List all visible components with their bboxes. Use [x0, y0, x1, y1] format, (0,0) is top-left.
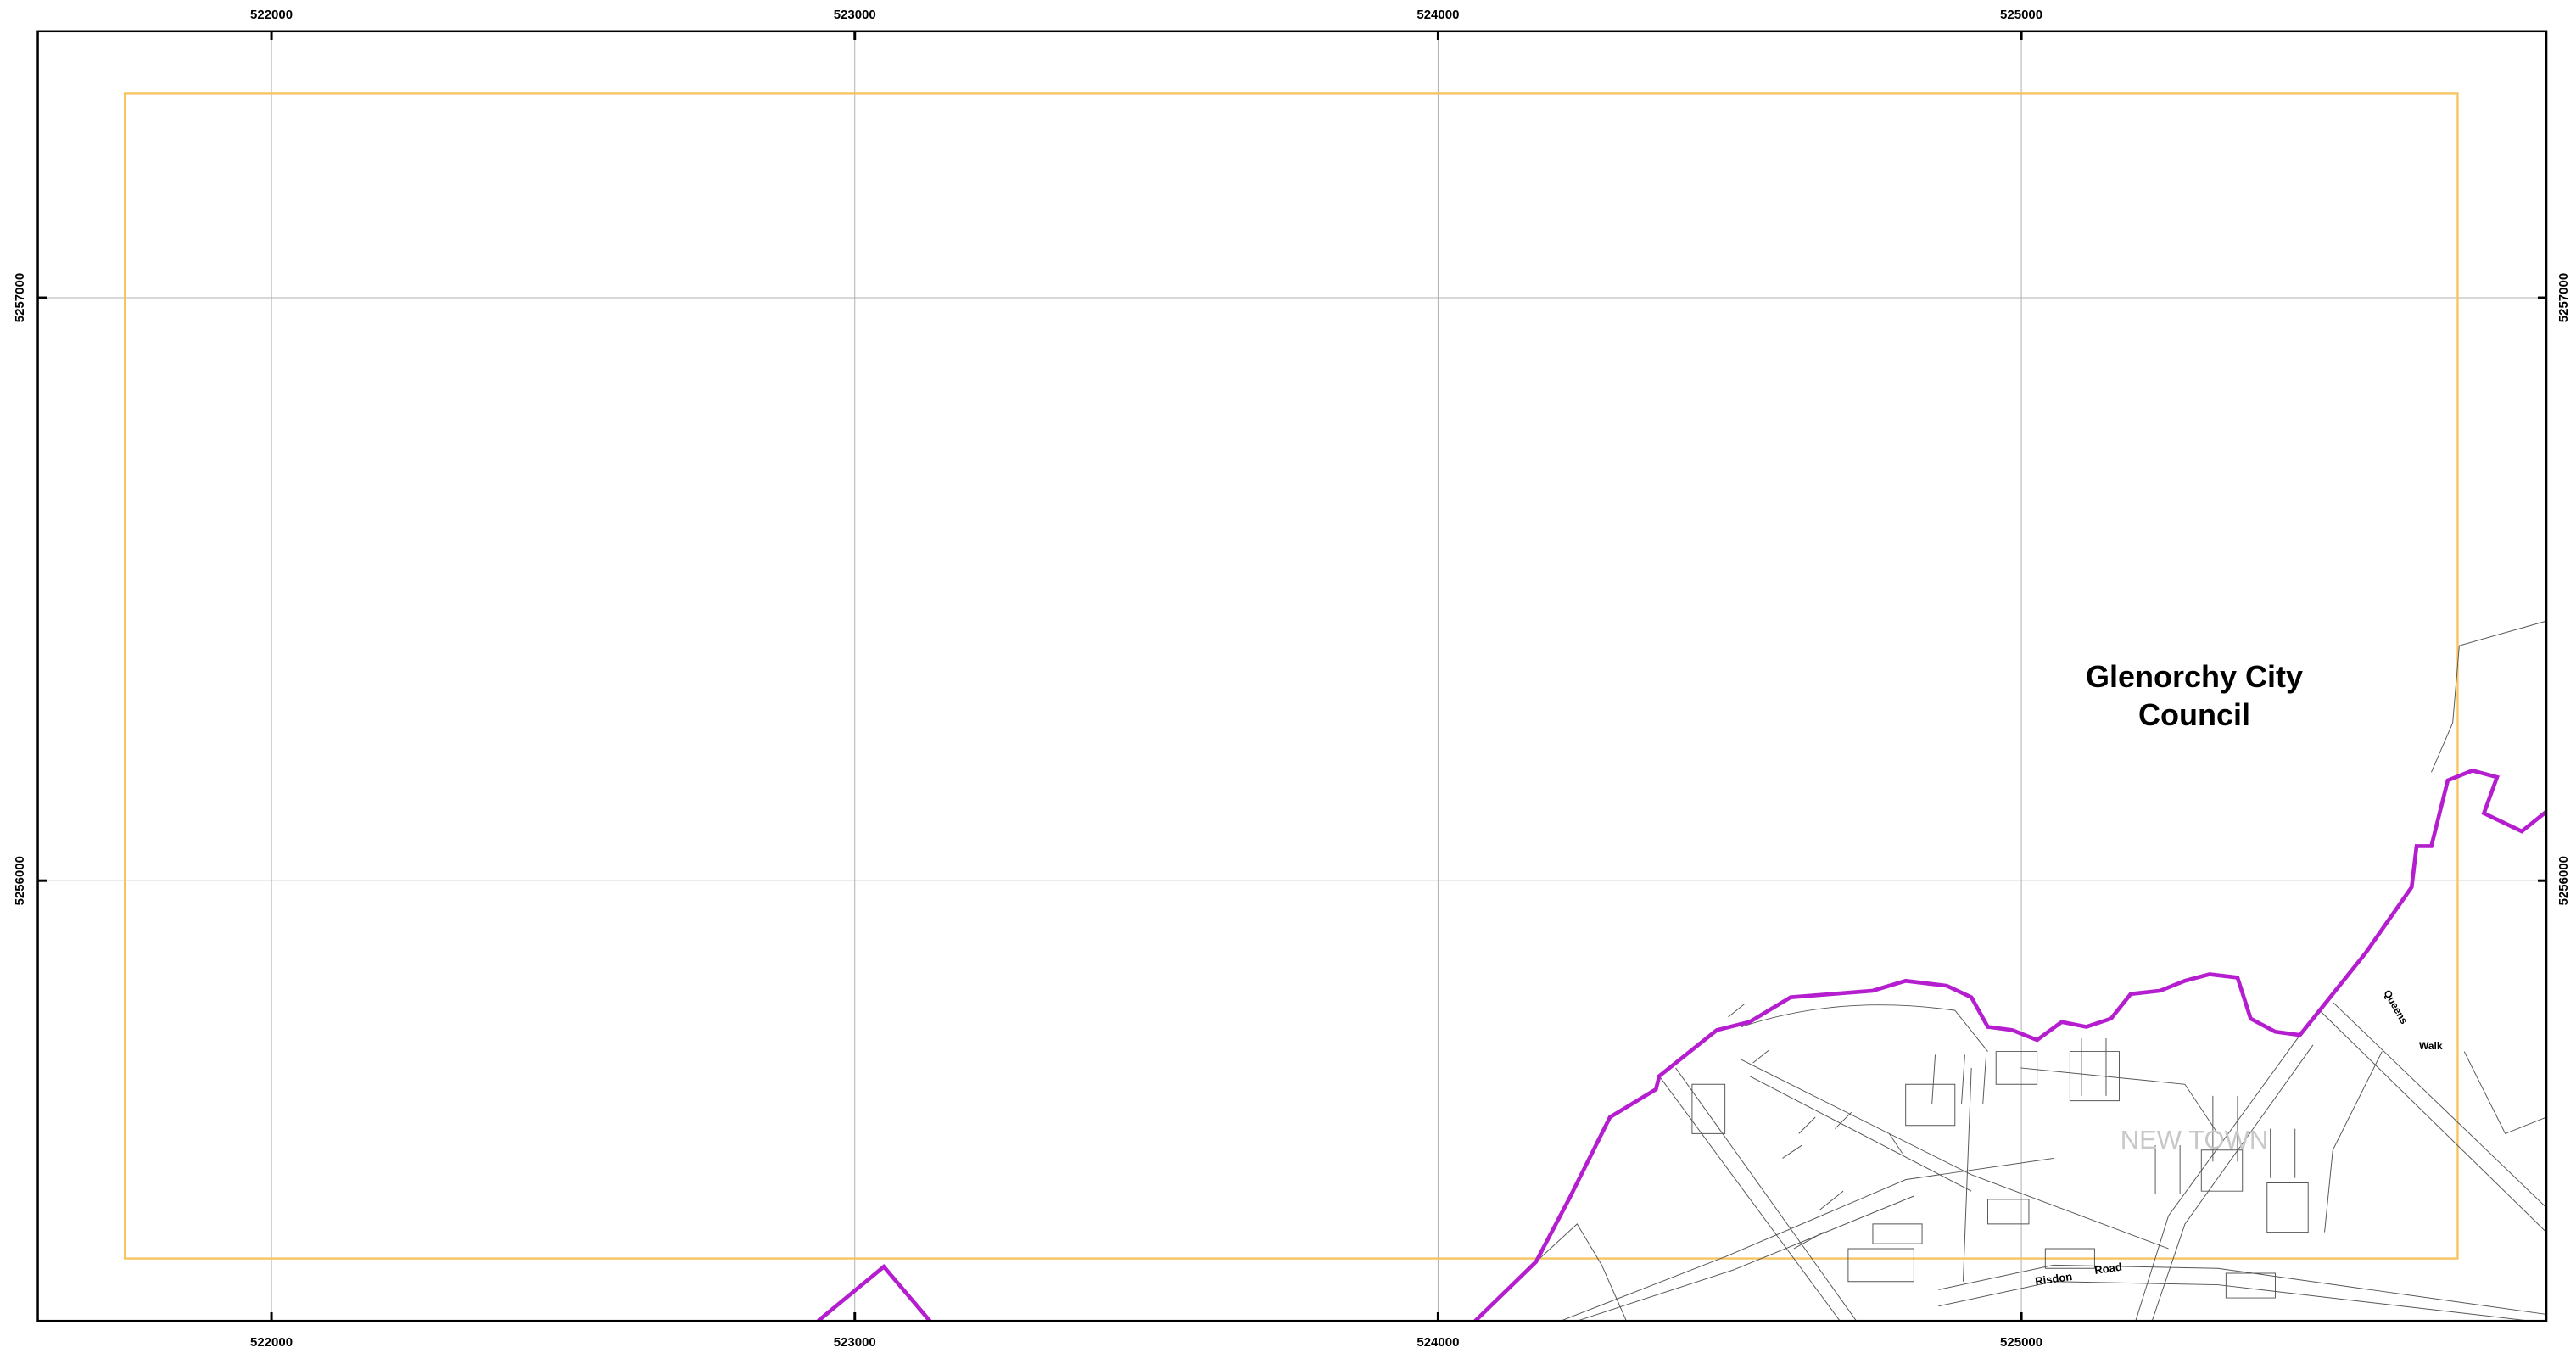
map-frame: [36, 30, 2548, 1322]
council-label: Glenorchy City: [2086, 659, 2303, 694]
x-tick-label: 525000: [2000, 1335, 2042, 1350]
y-tick-label: 5257000: [13, 273, 27, 322]
council-label: Council: [2138, 697, 2250, 732]
boundary: [817, 1264, 932, 1322]
extent-rectangle: [124, 92, 2459, 1260]
map-features: [36, 30, 2548, 1322]
street-label: Road: [2093, 1261, 2122, 1277]
y-tick-label: 5257000: [2556, 273, 2571, 322]
grid: 522000 522000 523000 523000 524000 524000 5250…: [13, 8, 2571, 1350]
street-label: Risdon: [2034, 1270, 2073, 1288]
x-tick-label: 522000: [250, 8, 293, 22]
x-tick-label: 523000: [834, 1335, 876, 1350]
roads: [1535, 620, 2547, 1322]
x-tick-label: 523000: [834, 8, 876, 22]
street-label: Walk: [2419, 1040, 2443, 1052]
suburb-label: NEW TOWN: [2121, 1125, 2269, 1155]
x-tick-label: 525000: [2000, 8, 2042, 22]
y-tick-label: 5256000: [2556, 856, 2571, 905]
boundary: [1473, 768, 2548, 1322]
x-tick-label: 524000: [1417, 1335, 1459, 1350]
x-tick-label: 524000: [1417, 8, 1459, 22]
y-tick-label: 5256000: [13, 856, 27, 905]
x-tick-label: 522000: [250, 1335, 293, 1350]
